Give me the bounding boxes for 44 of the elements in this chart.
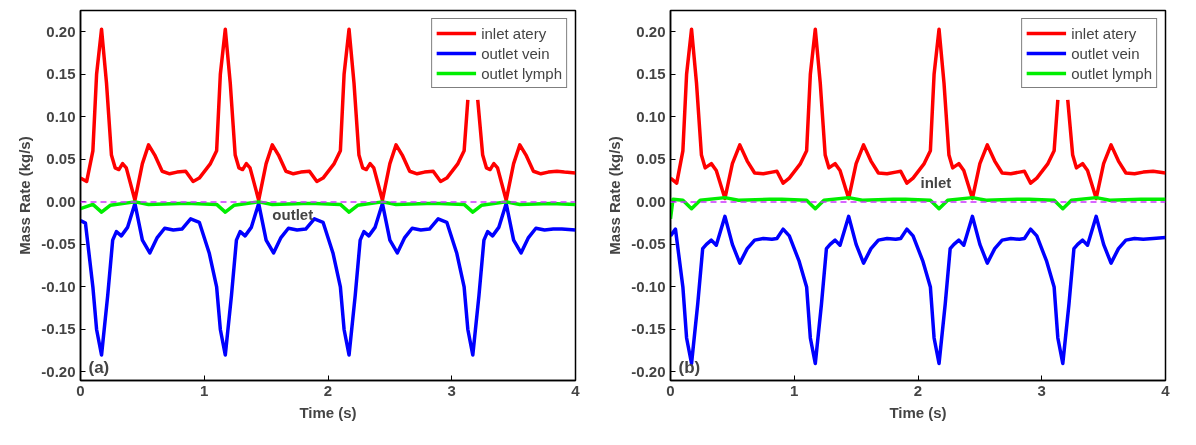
line-series xyxy=(670,195,1166,221)
x-tick-label: 1 xyxy=(200,381,209,399)
y-axis-title: Mass Rate (kg/s) xyxy=(606,136,624,255)
x-tick-label: 0 xyxy=(76,381,85,399)
legend-label: inlet atery xyxy=(1071,24,1137,42)
y-tick-label: 0.10 xyxy=(46,107,76,125)
legend-label: outlet vein xyxy=(481,44,550,62)
x-axis-title: Time (s) xyxy=(299,403,357,421)
legend-label: inlet atery xyxy=(481,24,547,42)
y-tick-label: -0.20 xyxy=(41,362,76,380)
x-tick-label: 4 xyxy=(571,381,581,399)
x-tick-label: 2 xyxy=(913,381,923,399)
x-axis-title: Time (s) xyxy=(889,403,947,421)
y-tick-label: -0.10 xyxy=(631,277,666,295)
y-tick-label: -0.05 xyxy=(631,235,666,253)
x-tick-label: 2 xyxy=(323,381,333,399)
annotation: inlet xyxy=(920,173,952,191)
y-tick-label: -0.15 xyxy=(41,320,76,338)
y-tick-label: 0.10 xyxy=(636,107,666,125)
legend-label: outlet lymph xyxy=(481,64,562,82)
x-tick-label: 1 xyxy=(790,381,799,399)
y-tick-label: 0.00 xyxy=(46,192,76,210)
x-tick-label: 3 xyxy=(1037,381,1046,399)
y-tick-label: 0.15 xyxy=(46,65,76,83)
x-tick-label: 3 xyxy=(447,381,456,399)
y-tick-label: 0.05 xyxy=(636,150,666,168)
y-tick-label: 0.00 xyxy=(636,192,666,210)
annotation: outlet xyxy=(272,206,314,224)
line-series xyxy=(80,201,576,357)
y-tick-label: -0.10 xyxy=(41,277,76,295)
y-tick-label: 0.20 xyxy=(46,22,76,40)
annotation: (a) xyxy=(88,357,110,377)
y-tick-label: -0.20 xyxy=(631,362,666,380)
legend-label: outlet vein xyxy=(1071,44,1140,62)
x-tick-label: 4 xyxy=(1161,381,1171,399)
y-tick-label: -0.05 xyxy=(41,235,76,253)
annotation: (b) xyxy=(678,357,701,377)
legend-label: outlet lymph xyxy=(1071,64,1152,82)
y-tick-label: -0.15 xyxy=(631,320,666,338)
y-axis-title: Mass Rate (kg/s) xyxy=(16,136,34,255)
y-tick-label: 0.15 xyxy=(636,65,666,83)
y-tick-label: 0.05 xyxy=(46,150,76,168)
x-tick-label: 0 xyxy=(666,381,675,399)
y-tick-label: 0.20 xyxy=(636,22,666,40)
